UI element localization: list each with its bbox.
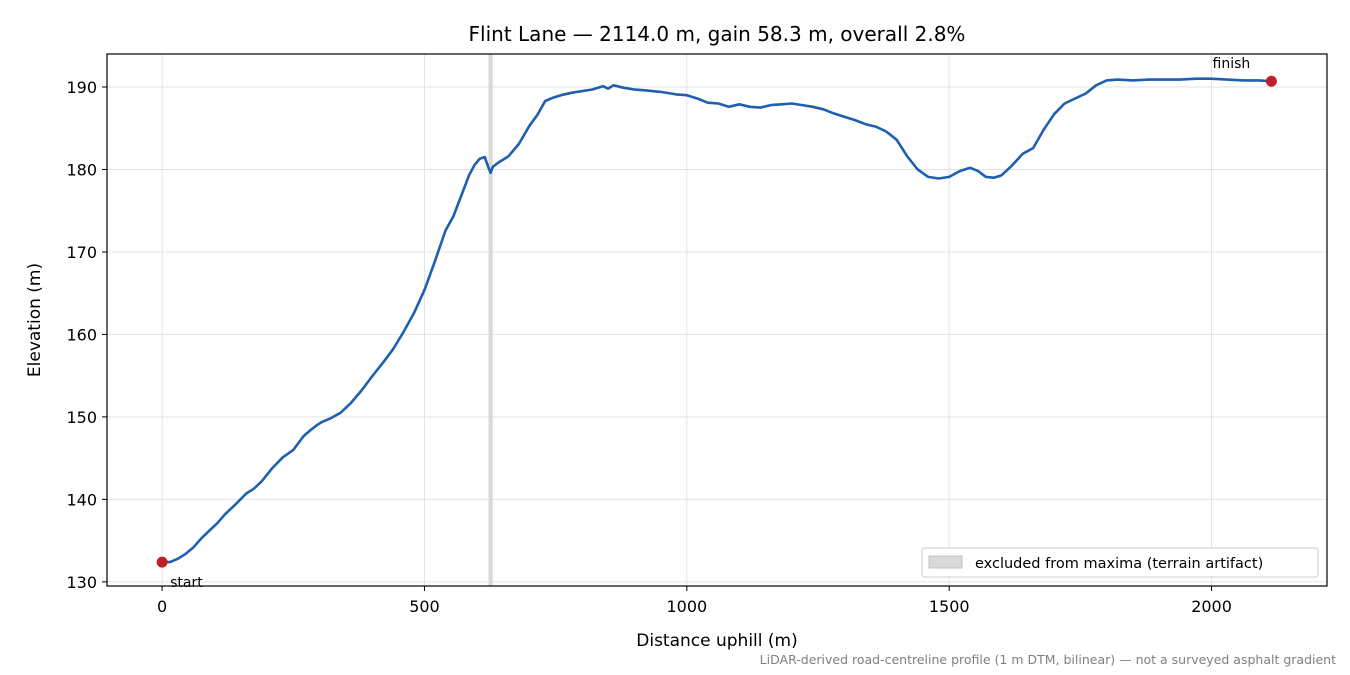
y-tick-label: 170 <box>66 243 97 262</box>
y-tick-label: 130 <box>66 573 97 592</box>
chart-title: Flint Lane — 2114.0 m, gain 58.3 m, over… <box>469 22 966 46</box>
series-layer <box>160 77 1273 564</box>
x-tick-label: 1000 <box>666 597 707 616</box>
excluded-band-layer <box>488 54 493 586</box>
legend-swatch-excluded <box>928 555 963 569</box>
y-tick-label: 150 <box>66 408 97 427</box>
x-tick-label: 500 <box>409 597 440 616</box>
legend: excluded from maxima (terrain artifact) <box>921 547 1319 578</box>
x-axis-ticks: 0 500 1000 1500 2000 <box>157 586 1232 616</box>
gridlines <box>107 54 1327 586</box>
footnote: LiDAR-derived road-centreline profile (1… <box>760 652 1336 667</box>
x-axis-label: Distance uphill (m) <box>636 631 797 651</box>
y-tick-label: 180 <box>66 160 97 179</box>
excluded-band <box>488 54 493 586</box>
legend-box <box>921 547 1319 578</box>
finish-label: finish <box>1213 56 1251 72</box>
start-marker <box>156 556 168 568</box>
legend-label-excluded: excluded from maxima (terrain artifact) <box>975 556 1263 572</box>
marker-layer: start finish <box>156 56 1277 591</box>
x-tick-label: 1500 <box>929 597 970 616</box>
elevation-line <box>160 77 1273 564</box>
y-axis-ticks: 130 140 150 160 170 180 190 <box>66 78 107 592</box>
y-tick-label: 160 <box>66 325 97 344</box>
finish-marker <box>1265 75 1277 87</box>
x-tick-label: 2000 <box>1191 597 1232 616</box>
start-label: start <box>170 575 203 591</box>
y-tick-label: 190 <box>66 78 97 97</box>
y-axis-label: Elevation (m) <box>25 263 45 377</box>
x-tick-label: 0 <box>157 597 167 616</box>
plot-frame <box>106 53 1328 587</box>
y-tick-label: 140 <box>66 490 97 509</box>
